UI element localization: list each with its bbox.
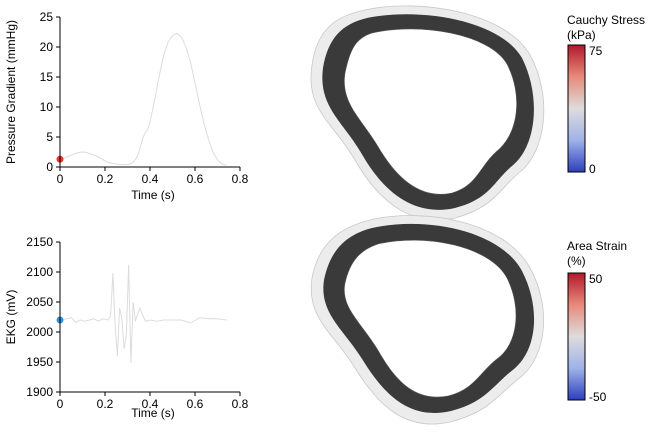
pressure-gradient-series-line	[59, 32, 227, 166]
strain-colorbar: Area Strain (%) 50 -50	[567, 239, 627, 404]
stress-colorbar-title: Cauchy Stress	[567, 13, 645, 27]
pressure-y-tick-label: 25	[40, 10, 54, 24]
pressure-x-tick-label: 0.4	[142, 172, 159, 186]
stress-colorbar-max-label: 75	[589, 44, 603, 58]
ekg-y-tick-label: 2100	[26, 265, 53, 279]
pressure-axes	[59, 17, 240, 168]
ekg-x-tick-label: 0	[57, 397, 64, 411]
ekg-x-tick-label: 0.2	[97, 397, 114, 411]
stress-colorbar-min-label: 0	[589, 162, 596, 176]
ekg-y-axis-title: EKG (mV)	[4, 290, 18, 345]
ekg-axes	[59, 242, 240, 393]
ekg-y-tick-label: 2150	[26, 235, 53, 249]
pressure-x-axis-title: Time (s)	[131, 188, 175, 202]
strain-colorbar-max-label: 50	[589, 272, 603, 286]
strain-colorbar-units: (%)	[567, 254, 586, 268]
pressure-y-tick-label: 0	[46, 160, 53, 174]
ekg-x-tick-label: 0.8	[232, 397, 249, 411]
pressure-x-tick-label: 0.6	[187, 172, 204, 186]
ekg-y-tick-label: 1900	[26, 385, 53, 399]
ekg-y-tick-label: 2000	[26, 325, 53, 339]
ekg-y-tick-label: 1950	[26, 355, 53, 369]
pressure-x-tick-label: 0.8	[232, 172, 249, 186]
ekg-y-tick-label: 2050	[26, 295, 53, 309]
ekg-x-axis-title: Time (s)	[131, 406, 175, 420]
strain-colorbar-title: Area Strain	[567, 239, 627, 253]
pressure-y-tick-label: 20	[40, 40, 54, 54]
pressure-y-tick-label: 10	[40, 100, 54, 114]
ekg-chart: 0 0.2 0.4 0.6 0.8 1900 1950 2000 2050 2100 2150 Ti…	[4, 235, 249, 420]
pressure-x-tick-label: 0.2	[97, 172, 114, 186]
ventricle-wall-strain-render	[310, 215, 545, 425]
ekg-series-line	[59, 264, 227, 364]
pressure-y-axis-title: Pressure Gradient (mmHg)	[4, 20, 18, 164]
pressure-x-tick-label: 0	[57, 172, 64, 186]
strain-colorbar-gradient	[567, 272, 586, 401]
stress-colorbar: Cauchy Stress (kPa) 75 0	[567, 13, 645, 176]
ventricle-wall-stress-render	[310, 5, 545, 221]
pressure-y-tick-label: 5	[46, 130, 53, 144]
pressure-gradient-chart: 0 0.2 0.4 0.6 0.8 0 5 10 15 20 25 Time (s) Pressur…	[4, 10, 249, 202]
ekg-x-tick-label: 0.6	[187, 397, 204, 411]
stress-colorbar-units: (kPa)	[567, 28, 596, 42]
stress-colorbar-gradient	[567, 44, 586, 173]
ekg-x-tick-label: 0.4	[142, 397, 159, 411]
pressure-y-tick-label: 15	[40, 70, 54, 84]
strain-colorbar-min-label: -50	[589, 390, 607, 404]
